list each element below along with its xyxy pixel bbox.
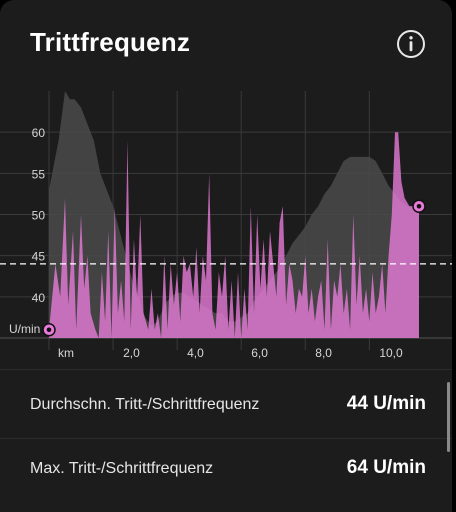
x-tick-label: 8,0 [315,346,332,360]
average-cadence-label: Durchschn. Tritt-/Schrittfrequenz [30,396,260,413]
y-axis-label: U/min [9,322,40,336]
x-tick-label: 2,0 [123,346,140,360]
y-axis-ticks: 40 45 50 55 60 [32,126,46,305]
y-tick-label: 40 [32,291,46,305]
average-cadence-value: 44 U/min [346,393,426,414]
x-tick-label: 10,0 [379,346,403,360]
stat-row-max: Max. Tritt-/Schrittfrequenz 64 U/min [30,456,426,486]
max-cadence-label: Max. Tritt-/Schrittfrequenz [30,460,214,477]
info-icon[interactable] [396,29,426,59]
y-tick-label: 55 [32,167,46,181]
end-point-marker[interactable] [412,199,426,214]
y-tick-label: 45 [32,250,46,264]
scrollbar[interactable] [447,382,450,452]
x-axis-label: km [58,346,74,360]
marker-dot [46,327,52,333]
x-tick-label: 6,0 [251,346,268,360]
cadence-chart: 40 45 50 55 60 2,0 4,0 6,0 8,0 10,0 U/min km [0,91,452,360]
marker-dot [416,203,422,209]
y-tick-label: 50 [32,209,46,223]
divider [0,438,452,439]
start-point-marker[interactable] [42,323,56,337]
page-title: Trittfrequenz [30,27,191,57]
divider [0,369,452,370]
x-tick-label: 4,0 [187,346,204,360]
cadence-area [49,132,419,338]
stat-row-average: Durchschn. Tritt-/Schrittfrequenz 44 U/m… [30,392,426,422]
x-axis-ticks: 2,0 4,0 6,0 8,0 10,0 [123,346,403,360]
max-cadence-value: 64 U/min [346,457,426,478]
y-tick-label: 60 [32,126,46,140]
